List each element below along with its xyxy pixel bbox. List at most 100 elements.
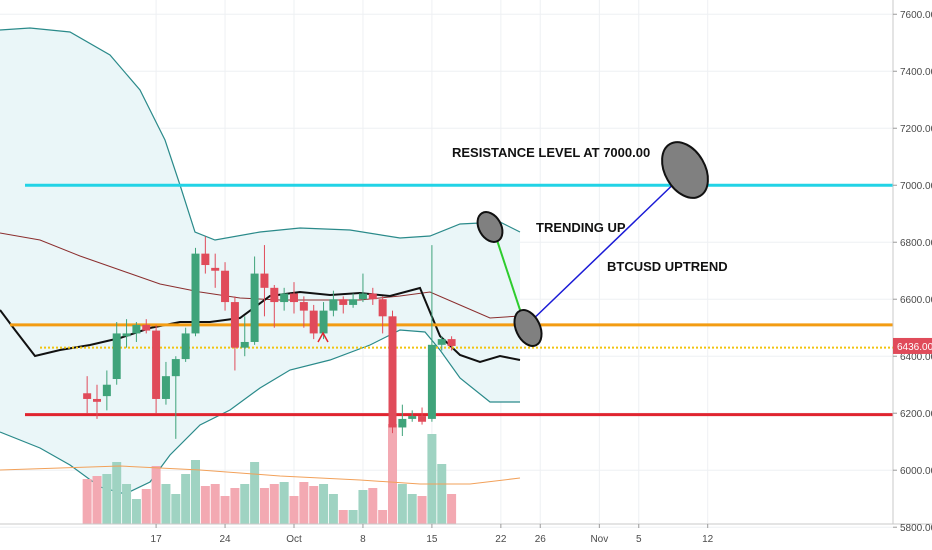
y-axis: 5800.00 6000.00 6200.00 6400.00 6600.00 6800.… <box>893 10 932 534</box>
candle-body <box>349 299 358 305</box>
volume-bar <box>230 488 240 524</box>
candle-body <box>427 344 436 419</box>
volume-bar <box>131 499 141 524</box>
y-tick-label: 6400.00 <box>900 352 932 363</box>
volume-bar <box>338 510 348 524</box>
candle-body <box>211 267 220 271</box>
candle-body <box>299 302 308 311</box>
volume-bar <box>348 510 358 524</box>
volume-bar <box>279 482 289 524</box>
candle-body <box>358 293 367 300</box>
candle-body <box>418 416 427 422</box>
bollinger-midline <box>0 232 521 319</box>
candle-body <box>260 273 269 288</box>
candle-body <box>319 310 328 334</box>
caret-marker <box>317 331 329 343</box>
x-tick-label: 15 <box>426 534 438 545</box>
last-price-box <box>893 337 932 354</box>
candle-body <box>280 293 289 303</box>
candle-body <box>339 299 348 305</box>
y-tick-label: 6600.00 <box>900 295 932 306</box>
x-tick-label: 5 <box>636 534 642 545</box>
x-tick-label: 22 <box>495 534 507 545</box>
volume-bar <box>141 489 151 524</box>
candle-body <box>221 270 230 303</box>
highlight-ellipse-target <box>661 141 709 199</box>
volume-bar <box>82 479 92 524</box>
candle-body <box>171 359 180 377</box>
candle-body <box>398 418 407 428</box>
candle-body <box>152 330 161 399</box>
candle-body <box>368 293 377 300</box>
candle-body <box>161 376 170 399</box>
volume-bar <box>309 486 319 524</box>
candle-body <box>122 333 131 337</box>
uptrend-arrow-line <box>525 173 685 327</box>
volume-bar <box>397 484 407 524</box>
volume-bar <box>200 486 210 524</box>
candle-body <box>112 333 121 380</box>
y-tick-label: 7400.00 <box>900 67 932 78</box>
volume-bar <box>191 460 200 524</box>
candle-body <box>290 293 298 303</box>
y-tick-label: 6000.00 <box>900 466 932 477</box>
volume-bar <box>171 494 181 524</box>
volume-bar <box>328 494 338 524</box>
green-trend-line <box>492 227 525 323</box>
candle-body <box>93 398 101 402</box>
x-tick-label: 24 <box>219 534 231 545</box>
volume-bar <box>122 484 132 524</box>
volume-bar <box>417 496 427 524</box>
volume-bar <box>240 484 250 524</box>
y-tick-label: 7200.00 <box>900 124 932 135</box>
last-price-tag: 6436.00 <box>893 337 932 354</box>
volume-bar <box>112 462 122 524</box>
horizontal-levels <box>10 183 893 417</box>
volume-bar <box>388 424 397 524</box>
x-tick-label: 17 <box>151 534 163 545</box>
volume-bar <box>92 476 102 524</box>
candle-body <box>142 324 151 331</box>
annotation-label: TRENDING UP <box>536 220 626 235</box>
x-tick-label: Oct <box>286 534 302 545</box>
volume-bar <box>259 488 269 524</box>
volume-bar <box>368 488 378 524</box>
candle-body <box>270 287 279 303</box>
highlight-ellipse-current <box>513 309 543 347</box>
bollinger-fill <box>0 28 520 494</box>
y-tick-label: 6800.00 <box>900 238 932 249</box>
volume-bar <box>447 494 457 524</box>
volume-bar <box>269 484 279 524</box>
candle-body <box>102 384 111 397</box>
x-tick-label: 26 <box>535 534 547 545</box>
volume-bar <box>102 474 112 524</box>
annotations: RESISTANCE LEVEL AT 7000.00 TRENDING UP BT… <box>317 141 728 347</box>
volume-bar <box>289 496 299 524</box>
candle-body <box>201 253 210 266</box>
last-price-label: 6436.00 <box>897 342 932 353</box>
annotation-label: RESISTANCE LEVEL AT 7000.00 <box>452 145 650 160</box>
y-tick-label: 7000.00 <box>900 181 932 192</box>
candles <box>83 236 456 439</box>
highlight-ellipse-high <box>476 211 504 243</box>
volume-bar <box>210 484 220 524</box>
volume-bar <box>220 496 230 524</box>
candle-body <box>230 302 239 348</box>
candle-body <box>437 339 446 345</box>
volume-bar <box>151 466 161 524</box>
y-tick-label: 5800.00 <box>900 523 932 534</box>
volume-bar <box>358 490 368 524</box>
candle-body <box>83 393 92 399</box>
volume-bar <box>427 434 437 524</box>
volume-bar <box>299 482 309 524</box>
x-axis: 17 24 Oct 8 15 22 26 Nov 5 12 <box>151 524 714 545</box>
candle-body <box>309 310 318 334</box>
y-tick-label: 6200.00 <box>900 409 932 420</box>
candle-body <box>447 339 456 346</box>
candle-body <box>132 324 141 334</box>
volume-bar <box>161 484 171 524</box>
bollinger-upper <box>0 27 521 241</box>
y-tick-label: 7600.00 <box>900 10 932 21</box>
